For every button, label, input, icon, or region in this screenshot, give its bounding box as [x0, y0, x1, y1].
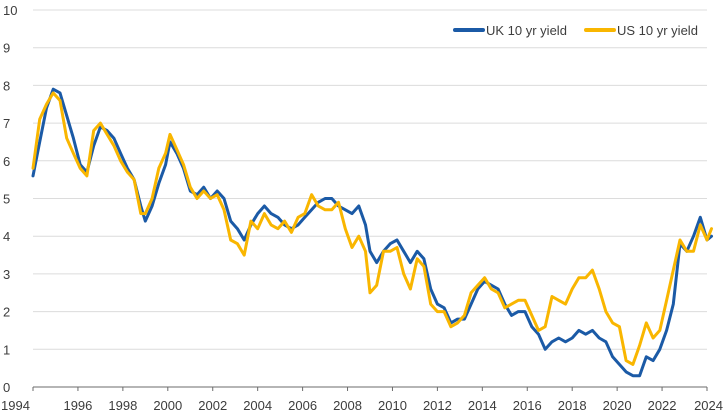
x-tick-label: 2008: [333, 398, 362, 413]
x-tick-label: 2012: [423, 398, 452, 413]
series-lines: [31, 87, 713, 378]
x-tick-label: 2000: [153, 398, 182, 413]
x-tick-label: 2022: [648, 398, 677, 413]
y-tick-label: 10: [3, 3, 17, 18]
y-tick-label: 9: [3, 41, 10, 56]
x-tick-label: 1996: [63, 398, 92, 413]
x-tick-label: 2020: [603, 398, 632, 413]
legend-label-uk: UK 10 yr yield: [486, 23, 567, 38]
legend-label-us: US 10 yr yield: [617, 23, 698, 38]
y-tick-label: 3: [3, 267, 10, 282]
series-line-us-10yr: [31, 91, 713, 366]
x-tick-label: 2006: [288, 398, 317, 413]
gridlines: [33, 9, 707, 350]
legend: UK 10 yr yield US 10 yr yield: [453, 23, 698, 38]
x-tick-label: 1998: [108, 398, 137, 413]
x-tick-label: 2002: [198, 398, 227, 413]
x-tick-label: 2018: [558, 398, 587, 413]
y-tick-label: 4: [3, 229, 10, 244]
y-axis-tick-labels: 0 1 2 3 4 5 6 7 8 9 10: [3, 3, 17, 395]
y-tick-label: 2: [3, 305, 10, 320]
y-tick-label: 1: [3, 342, 10, 357]
y-tick-label: 5: [3, 192, 10, 207]
x-tick-label: 2010: [378, 398, 407, 413]
y-tick-label: 0: [3, 380, 10, 395]
series-line-uk-10yr: [31, 87, 713, 378]
y-tick-label: 8: [3, 78, 10, 93]
y-tick-label: 6: [3, 154, 10, 169]
x-tick-label: 2016: [513, 398, 542, 413]
x-tick-label: 2004: [243, 398, 272, 413]
x-tick-label: 2014: [468, 398, 497, 413]
x-tick-label: 1994: [1, 398, 30, 413]
x-axis: [32, 386, 708, 391]
y-tick-label: 7: [3, 116, 10, 131]
x-tick-label: 2024: [694, 398, 723, 413]
x-axis-tick-labels: 1994 1996 1998 2000 2002 2004 2006 2008 2010 2012…: [1, 398, 723, 413]
